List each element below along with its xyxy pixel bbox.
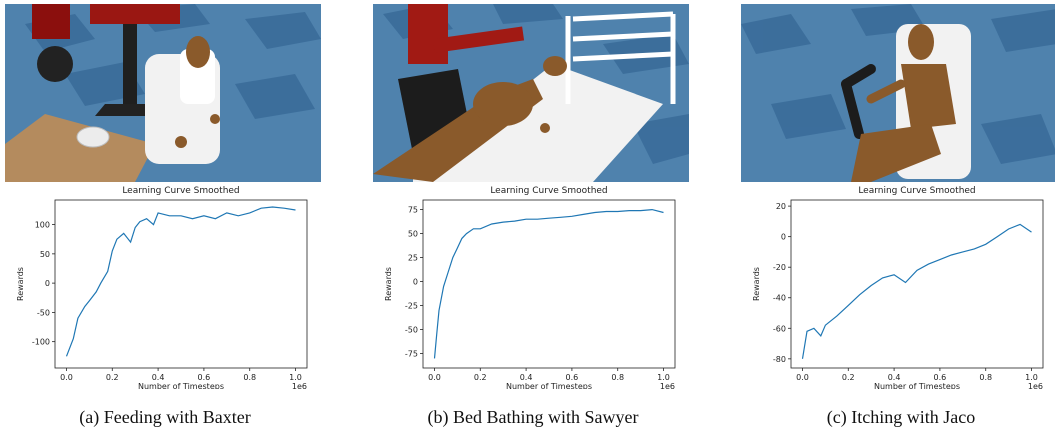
x-tick-label: 0.6 xyxy=(198,373,211,382)
x-axis-label: Number of Timesteps xyxy=(506,382,592,389)
x-tick-label: 0.4 xyxy=(888,373,901,382)
scene-itching-jaco xyxy=(741,4,1055,182)
caption-c: (c) Itching with Jaco xyxy=(826,407,976,427)
x-tick-label: 1.0 xyxy=(657,373,670,382)
x-scale-label: 1e6 xyxy=(292,382,307,389)
y-tick-label: -50 xyxy=(405,326,418,335)
panel-feeding: Learning Curve Smoothed 0.0 0.2 0.4 0.6 0.8 1.… xyxy=(5,0,325,437)
x-tick-label: 1.0 xyxy=(289,373,302,382)
chart-b: Learning Curve Smoothed 0.0 0.2 0.4 0.6 0.8 1.… xyxy=(373,182,689,389)
y-tick-label: -40 xyxy=(773,294,786,303)
x-tick-label: 0.0 xyxy=(428,373,441,382)
caption-a: (a) Feeding with Baxter xyxy=(79,407,251,427)
y-tick-label: 50 xyxy=(40,250,50,259)
x-tick-label: 0.4 xyxy=(520,373,533,382)
y-tick-label: -60 xyxy=(773,324,786,333)
plot-frame xyxy=(422,199,676,369)
y-tick-label: 75 xyxy=(408,206,418,215)
y-tick-label: -20 xyxy=(773,263,786,272)
y-tick-label: 0 xyxy=(45,279,50,288)
chart-a: Learning Curve Smoothed 0.0 0.2 0.4 0.6 0.8 1.… xyxy=(5,182,321,389)
y-tick-label: -25 xyxy=(405,302,418,311)
plot-frame xyxy=(790,199,1044,369)
chart-title: Learning Curve Smoothed xyxy=(122,186,239,196)
x-tick-label: 1.0 xyxy=(1025,373,1038,382)
y-tick-label: -100 xyxy=(32,338,50,347)
panel-itching: Learning Curve Smoothed 0.0 0.2 0.4 0.6 0.8 1.… xyxy=(741,0,1055,437)
y-tick-label: 100 xyxy=(35,221,50,230)
caption-b: (b) Bed Bathing with Sawyer xyxy=(427,407,639,427)
y-tick-label: 0 xyxy=(413,278,418,287)
y-axis-label: Rewards xyxy=(384,267,393,301)
x-scale-label: 1e6 xyxy=(1028,382,1043,389)
x-tick-label: 0.0 xyxy=(796,373,809,382)
y-tick-label: 25 xyxy=(408,254,418,263)
x-tick-label: 0.2 xyxy=(842,373,855,382)
y-tick-label: -80 xyxy=(773,355,786,364)
x-tick-label: 0.4 xyxy=(152,373,165,382)
x-tick-label: 0.6 xyxy=(566,373,579,382)
y-tick-label: 0 xyxy=(781,233,786,242)
series-line xyxy=(65,206,296,357)
y-tick-label: 20 xyxy=(776,202,786,211)
chart-background xyxy=(373,182,689,389)
chart-title: Learning Curve Smoothed xyxy=(490,186,607,196)
y-axis-label: Rewards xyxy=(16,267,25,301)
chart-title: Learning Curve Smoothed xyxy=(858,186,975,196)
y-axis-label: Rewards xyxy=(752,267,761,301)
x-tick-label: 0.2 xyxy=(474,373,487,382)
x-tick-label: 0.0 xyxy=(60,373,73,382)
x-tick-label: 0.6 xyxy=(934,373,947,382)
plot-frame xyxy=(54,199,308,369)
scene-bathing-sawyer xyxy=(373,4,689,182)
chart-background xyxy=(5,182,321,389)
series-line xyxy=(801,223,1032,359)
x-scale-label: 1e6 xyxy=(660,382,675,389)
x-tick-label: 0.8 xyxy=(243,373,256,382)
x-tick-label: 0.8 xyxy=(611,373,624,382)
x-tick-label: 0.2 xyxy=(106,373,119,382)
panel-bathing: Learning Curve Smoothed 0.0 0.2 0.4 0.6 0.8 1.… xyxy=(373,0,693,437)
y-tick-label: -50 xyxy=(37,308,50,317)
chart-c: Learning Curve Smoothed 0.0 0.2 0.4 0.6 0.8 1.… xyxy=(741,182,1055,389)
x-axis-label: Number of Timesteps xyxy=(138,382,224,389)
scene-feeding-baxter xyxy=(5,4,321,182)
x-tick-label: 0.8 xyxy=(979,373,992,382)
x-axis-label: Number of Timesteps xyxy=(874,382,960,389)
series-line xyxy=(433,208,664,359)
y-tick-label: 50 xyxy=(408,230,418,239)
chart-background xyxy=(741,182,1055,389)
y-tick-label: -75 xyxy=(405,350,418,359)
